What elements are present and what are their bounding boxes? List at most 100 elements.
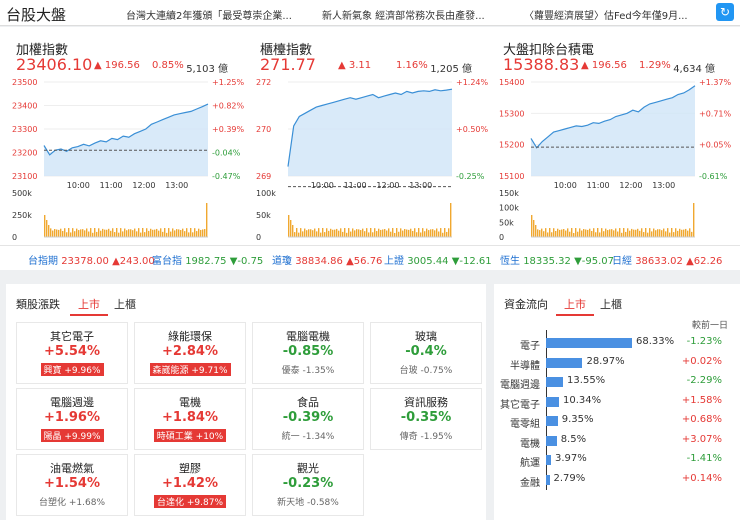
volume-bar xyxy=(412,230,414,237)
volume-bar xyxy=(294,232,296,237)
volume-bar xyxy=(384,229,386,237)
tab-flow-listed[interactable]: 上市 xyxy=(564,298,586,311)
volume-bar xyxy=(390,231,392,237)
ticker-item[interactable]: 日經 38633.02 ▲62.26 xyxy=(612,252,722,267)
flow-row[interactable]: 其它電子 10.34% +1.58% xyxy=(494,393,734,413)
flow-row[interactable]: 電零組 9.35% +0.68% xyxy=(494,412,734,432)
flow-axis xyxy=(546,330,547,490)
volume-bar xyxy=(114,232,116,237)
flow-row[interactable]: 航運 3.97% -1.41% xyxy=(494,451,734,471)
volume-bar xyxy=(342,231,344,237)
volume-bar xyxy=(595,232,597,237)
chart-change: ▲ 3.11 xyxy=(338,60,371,71)
refresh-icon[interactable]: ↻ xyxy=(716,3,734,21)
sector-cell[interactable]: 其它電子 +5.54% 興寶 +9.96% xyxy=(16,322,128,384)
sector-change: +5.54% xyxy=(44,344,100,359)
flow-sector-name: 電腦週邊 xyxy=(500,380,540,391)
chart-otc[interactable]: 櫃檯指數 271.77 ▲ 3.11 1.16% 1,205 億 272 270 269 +1.… xyxy=(254,27,494,242)
sector-leader-text: 統一 -1.34% xyxy=(281,432,335,442)
volume-bar xyxy=(591,231,593,237)
ticker-item[interactable]: 富台指 1982.75 ▼-0.75 xyxy=(152,252,263,267)
sector-cell[interactable]: 電腦週邊 +1.96% 陽晶 +9.99% xyxy=(16,388,128,450)
flow-change: +0.02% xyxy=(681,355,722,367)
flow-change: +0.14% xyxy=(681,472,722,484)
flow-row[interactable]: 電機 8.5% +3.07% xyxy=(494,432,734,452)
sector-cell[interactable]: 電機 +1.84% 時碩工業 +10% xyxy=(134,388,246,450)
volume-bar xyxy=(583,229,585,237)
ticker-item[interactable]: 台指期 23378.00 ▲243.00 xyxy=(28,252,155,267)
news-headline-2[interactable]: 新人新氣象 經濟部常務次長由產發... xyxy=(322,11,485,22)
chart-volume: 5,103 億 xyxy=(186,64,228,75)
ticker-change: ▼-12.61 xyxy=(451,256,492,267)
tab-sector-otc[interactable]: 上櫃 xyxy=(114,298,136,311)
ticker-item[interactable]: 道瓊 38834.86 ▲56.76 xyxy=(272,252,382,267)
sector-change: +1.96% xyxy=(44,410,100,425)
flow-row[interactable]: 電子 68.33% -1.23% xyxy=(494,334,734,354)
volume-bar xyxy=(358,229,360,237)
volume-bar xyxy=(170,231,172,237)
index-charts: 加權指數 23406.10 ▲ 196.56 0.85% 5,103 億 23500 234… xyxy=(0,27,740,270)
tab-flow-otc[interactable]: 上櫃 xyxy=(600,298,622,311)
volume-bar xyxy=(619,228,621,237)
sector-cell[interactable]: 玻璃 -0.4% 台玻 -0.75% xyxy=(370,322,482,384)
flow-row[interactable]: 電腦週邊 13.55% -2.29% xyxy=(494,373,734,393)
sector-leader: 台塑化 +1.68% xyxy=(17,495,127,508)
price-area xyxy=(44,104,208,176)
sector-cell[interactable]: 綠能環保 +2.84% 森崴能源 +9.71% xyxy=(134,322,246,384)
volume-bar xyxy=(623,228,625,237)
volume-bar xyxy=(448,228,450,237)
volume-bar xyxy=(657,229,659,237)
up-arrow-icon: ▲ xyxy=(338,60,349,71)
left-tick-label: 15200 xyxy=(499,141,524,150)
flow-row[interactable]: 金融 2.79% +0.14% xyxy=(494,471,734,491)
ticker-item[interactable]: 上證 3005.44 ▼-12.61 xyxy=(384,252,492,267)
volume-bar xyxy=(693,203,695,237)
time-tick-label: 12:00 xyxy=(376,181,399,190)
tab-sector-listed[interactable]: 上市 xyxy=(78,298,100,311)
left-tick-label: 15400 xyxy=(499,79,524,87)
ticker-item[interactable]: 恆生 18335.32 ▼-95.07 xyxy=(500,252,614,267)
price-line xyxy=(530,85,696,149)
sector-cell[interactable]: 觀光 -0.23% 新天地 -0.58% xyxy=(252,454,364,516)
sector-cell[interactable]: 塑膠 +1.42% 台達化 +9.87% xyxy=(134,454,246,516)
sector-cell[interactable]: 食品 -0.39% 統一 -1.34% xyxy=(252,388,364,450)
volume-bar xyxy=(442,232,444,237)
flow-change: +1.58% xyxy=(681,394,722,406)
flow-row[interactable]: 半導體 28.97% +0.02% xyxy=(494,354,734,374)
ticker-change: ▲243.00 xyxy=(112,256,155,267)
sector-name: 電腦週邊 xyxy=(50,396,94,409)
time-tick-label: 10:00 xyxy=(311,181,334,190)
chart-taiex[interactable]: 加權指數 23406.10 ▲ 196.56 0.85% 5,103 億 23500 234… xyxy=(10,27,250,242)
sector-cell[interactable]: 電腦電機 -0.85% 優泰 -1.35% xyxy=(252,322,364,384)
volume-bar xyxy=(557,228,559,237)
ticker-name: 上證 xyxy=(384,256,404,267)
flow-sector-name: 電零組 xyxy=(510,419,540,430)
sector-leader: 時碩工業 +10% xyxy=(135,429,245,442)
volume-bar xyxy=(352,228,354,237)
volume-bar xyxy=(551,232,553,237)
chart-ex-tsmc[interactable]: 大盤扣除台積電 15388.83 ▲ 196.56 1.29% 4,634 億 15400… xyxy=(497,27,737,242)
right-tick-label: +0.05% xyxy=(699,141,732,150)
volume-bar xyxy=(669,232,671,237)
volume-bar xyxy=(667,228,669,237)
sector-cell[interactable]: 油電燃氣 +1.54% 台塑化 +1.68% xyxy=(16,454,128,516)
sector-cell[interactable]: 資訊服務 -0.35% 傳奇 -1.95% xyxy=(370,388,482,450)
volume-bar xyxy=(677,230,679,237)
news-headline-1[interactable]: 台灣大連續2年獲頒「最受尊崇企業... xyxy=(126,11,292,22)
volume-bar xyxy=(543,231,545,237)
volume-bar xyxy=(585,229,587,237)
volume-bar xyxy=(577,231,579,237)
ticker-value: 1982.75 xyxy=(185,256,227,267)
volume-bar xyxy=(559,229,561,237)
volume-tick-label: 0 xyxy=(499,233,504,242)
volume-bar xyxy=(683,229,685,237)
volume-bar xyxy=(422,228,424,237)
sector-leader: 陽晶 +9.99% xyxy=(17,429,127,442)
chart-change-value: 196.56 xyxy=(104,60,140,71)
news-headline-3[interactable]: 〈蘿豐經濟展望〉估Fed今年僅9月... xyxy=(524,11,688,22)
volume-bar xyxy=(382,229,384,237)
flow-bar xyxy=(546,396,559,407)
sector-leader-text: 新天地 -0.58% xyxy=(277,498,339,508)
sector-change: +2.84% xyxy=(162,344,218,359)
volume-bar xyxy=(617,231,619,237)
